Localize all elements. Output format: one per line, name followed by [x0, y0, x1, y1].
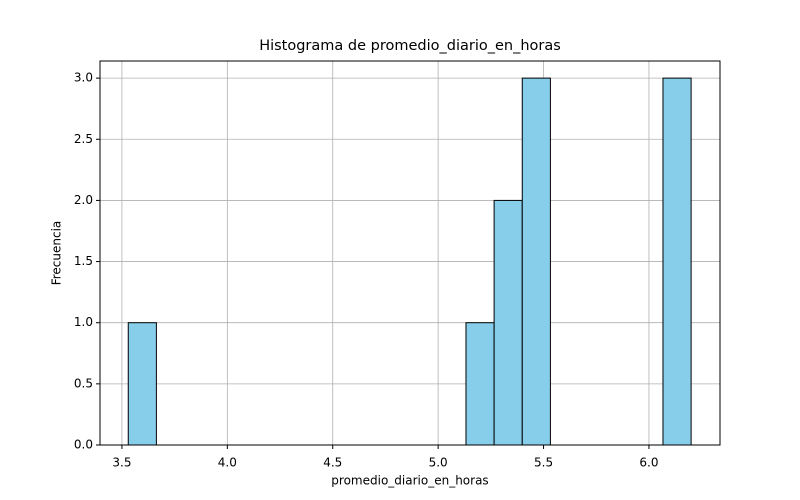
- x-axis-label: promedio_diario_en_horas: [331, 474, 488, 488]
- chart-title: Histograma de promedio_diario_en_horas: [259, 38, 561, 54]
- bar: [127, 322, 157, 446]
- bar: [662, 77, 692, 446]
- bar: [493, 199, 523, 446]
- y-tick-label: 0.5: [74, 376, 93, 390]
- x-tick-label: 3.5: [112, 456, 131, 470]
- x-tick-label: 4.0: [218, 456, 237, 470]
- x-tick-label: 6.0: [639, 456, 658, 470]
- x-tick-label: 5.5: [534, 456, 553, 470]
- x-tick-label: 5.0: [429, 456, 448, 470]
- y-axis-label: Frecuencia: [50, 221, 64, 286]
- y-tick-label: 2.5: [74, 132, 93, 146]
- bar: [521, 77, 551, 446]
- plot-frame: [99, 60, 721, 446]
- y-tick-label: 2.0: [74, 193, 93, 207]
- x-tick-label: 4.5: [323, 456, 342, 470]
- bar: [465, 322, 495, 446]
- y-tick-label: 3.0: [74, 71, 93, 85]
- y-tick-label: 0.0: [74, 438, 93, 452]
- y-tick-label: 1.5: [74, 254, 93, 268]
- y-tick-label: 1.0: [74, 315, 93, 329]
